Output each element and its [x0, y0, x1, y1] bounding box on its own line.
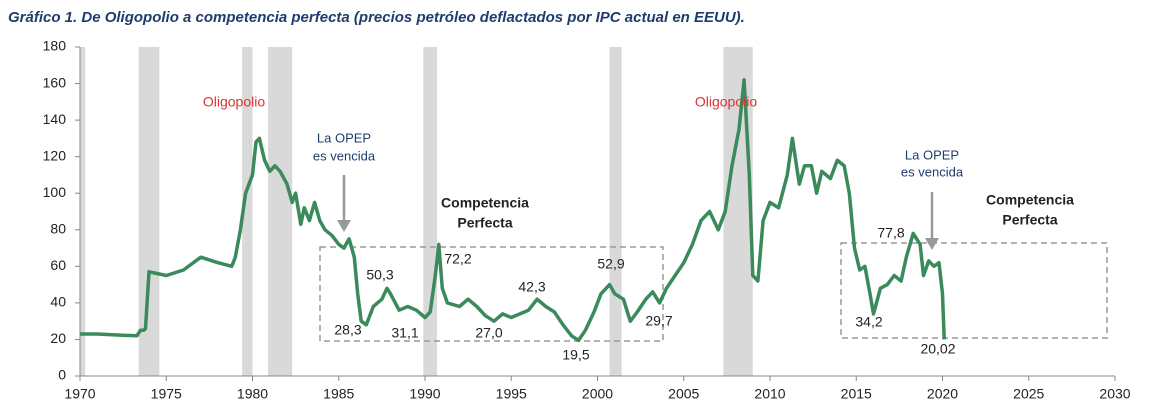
chart-title: Gráfico 1. De Oligopolio a competencia p… [8, 9, 745, 26]
annotation: Perfecta [457, 215, 512, 231]
y-tick-label: 20 [50, 330, 66, 346]
y-tick-label: 120 [43, 147, 67, 163]
x-tick-label: 1970 [64, 386, 95, 402]
x-tick-label: 1995 [496, 386, 527, 402]
point-label: 20,02 [920, 341, 955, 357]
point-label: 77,8 [877, 225, 904, 241]
recession-band [423, 47, 438, 376]
annotation: es vencida [313, 148, 376, 163]
x-tick-label: 2025 [1013, 386, 1044, 402]
recession-band [268, 47, 293, 376]
x-tick-label: 1990 [409, 386, 440, 402]
point-label: 34,2 [855, 314, 882, 330]
recession-band [242, 47, 253, 376]
point-label: 42,3 [518, 279, 545, 295]
x-tick-label: 2030 [1099, 386, 1130, 402]
x-tick-label: 2000 [582, 386, 613, 402]
annotation: La OPEP [317, 130, 371, 145]
x-tick-label: 1980 [237, 386, 268, 402]
annotation: Competencia [441, 195, 529, 211]
recession-band [80, 47, 86, 376]
y-tick-label: 60 [50, 257, 66, 273]
point-label: 50,3 [366, 267, 393, 283]
x-tick-label: 2010 [754, 386, 785, 402]
y-tick-label: 100 [43, 184, 67, 200]
y-tick-label: 160 [43, 74, 67, 90]
point-label: 28,3 [334, 322, 361, 338]
annotation: Competencia [986, 192, 1074, 208]
price-line [80, 78, 946, 343]
annotation: Oligopolio [203, 94, 265, 110]
x-tick-label: 2005 [668, 386, 699, 402]
recession-band [609, 47, 622, 376]
y-tick-label: 40 [50, 294, 66, 310]
annotation: Perfecta [1002, 212, 1057, 228]
point-label: 29,7 [645, 313, 672, 329]
x-tick-label: 2020 [927, 386, 958, 402]
annotation: Oligopolio [695, 94, 757, 110]
y-tick-label: 140 [43, 111, 67, 127]
dashed-box [840, 242, 1108, 339]
recession-band [138, 47, 160, 376]
point-label: 19,5 [562, 347, 589, 363]
annotation: es vencida [901, 164, 964, 179]
x-tick-label: 1985 [323, 386, 354, 402]
recession-band [723, 47, 753, 376]
y-tick-label: 0 [58, 367, 66, 383]
x-tick-label: 2015 [841, 386, 872, 402]
point-label: 52,9 [597, 256, 624, 272]
point-label: 27,0 [475, 325, 502, 341]
arrow-head [925, 238, 939, 250]
point-label: 31,1 [391, 325, 418, 341]
point-label: 72,2 [444, 251, 471, 267]
y-tick-label: 180 [43, 38, 67, 54]
arrow-head [337, 220, 351, 232]
annotation: La OPEP [905, 147, 959, 162]
x-tick-label: 1975 [151, 386, 182, 402]
y-tick-label: 80 [50, 220, 66, 236]
